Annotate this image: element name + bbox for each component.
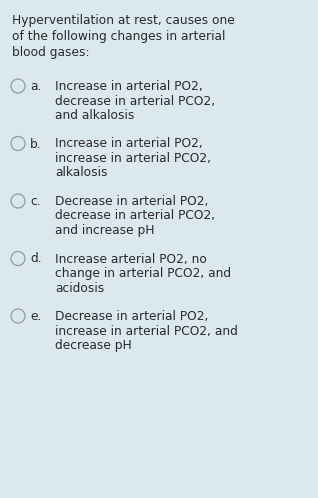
Circle shape (11, 251, 25, 265)
Text: increase in arterial PCO2,: increase in arterial PCO2, (55, 152, 211, 165)
Text: decrease in arterial PCO2,: decrease in arterial PCO2, (55, 210, 215, 223)
Text: decrease pH: decrease pH (55, 339, 132, 352)
Text: of the following changes in arterial: of the following changes in arterial (12, 30, 225, 43)
Text: decrease in arterial PCO2,: decrease in arterial PCO2, (55, 95, 215, 108)
Text: alkalosis: alkalosis (55, 166, 107, 179)
Circle shape (11, 309, 25, 323)
Text: acidosis: acidosis (55, 281, 104, 294)
Text: Increase in arterial PO2,: Increase in arterial PO2, (55, 137, 203, 150)
Text: Increase arterial PO2, no: Increase arterial PO2, no (55, 252, 207, 265)
Text: Hyperventilation at rest, causes one: Hyperventilation at rest, causes one (12, 14, 235, 27)
Text: d.: d. (30, 252, 42, 265)
Text: a.: a. (30, 80, 41, 93)
Text: increase in arterial PCO2, and: increase in arterial PCO2, and (55, 325, 238, 338)
Text: and increase pH: and increase pH (55, 224, 155, 237)
Circle shape (11, 194, 25, 208)
Text: blood gases:: blood gases: (12, 46, 89, 59)
Text: and alkalosis: and alkalosis (55, 109, 135, 122)
Text: c.: c. (30, 195, 41, 208)
Text: Decrease in arterial PO2,: Decrease in arterial PO2, (55, 310, 208, 323)
Text: e.: e. (30, 310, 41, 323)
Circle shape (11, 136, 25, 150)
Text: Decrease in arterial PO2,: Decrease in arterial PO2, (55, 195, 208, 208)
Text: change in arterial PCO2, and: change in arterial PCO2, and (55, 267, 231, 280)
Text: Increase in arterial PO2,: Increase in arterial PO2, (55, 80, 203, 93)
Circle shape (11, 79, 25, 93)
Text: b.: b. (30, 137, 42, 150)
